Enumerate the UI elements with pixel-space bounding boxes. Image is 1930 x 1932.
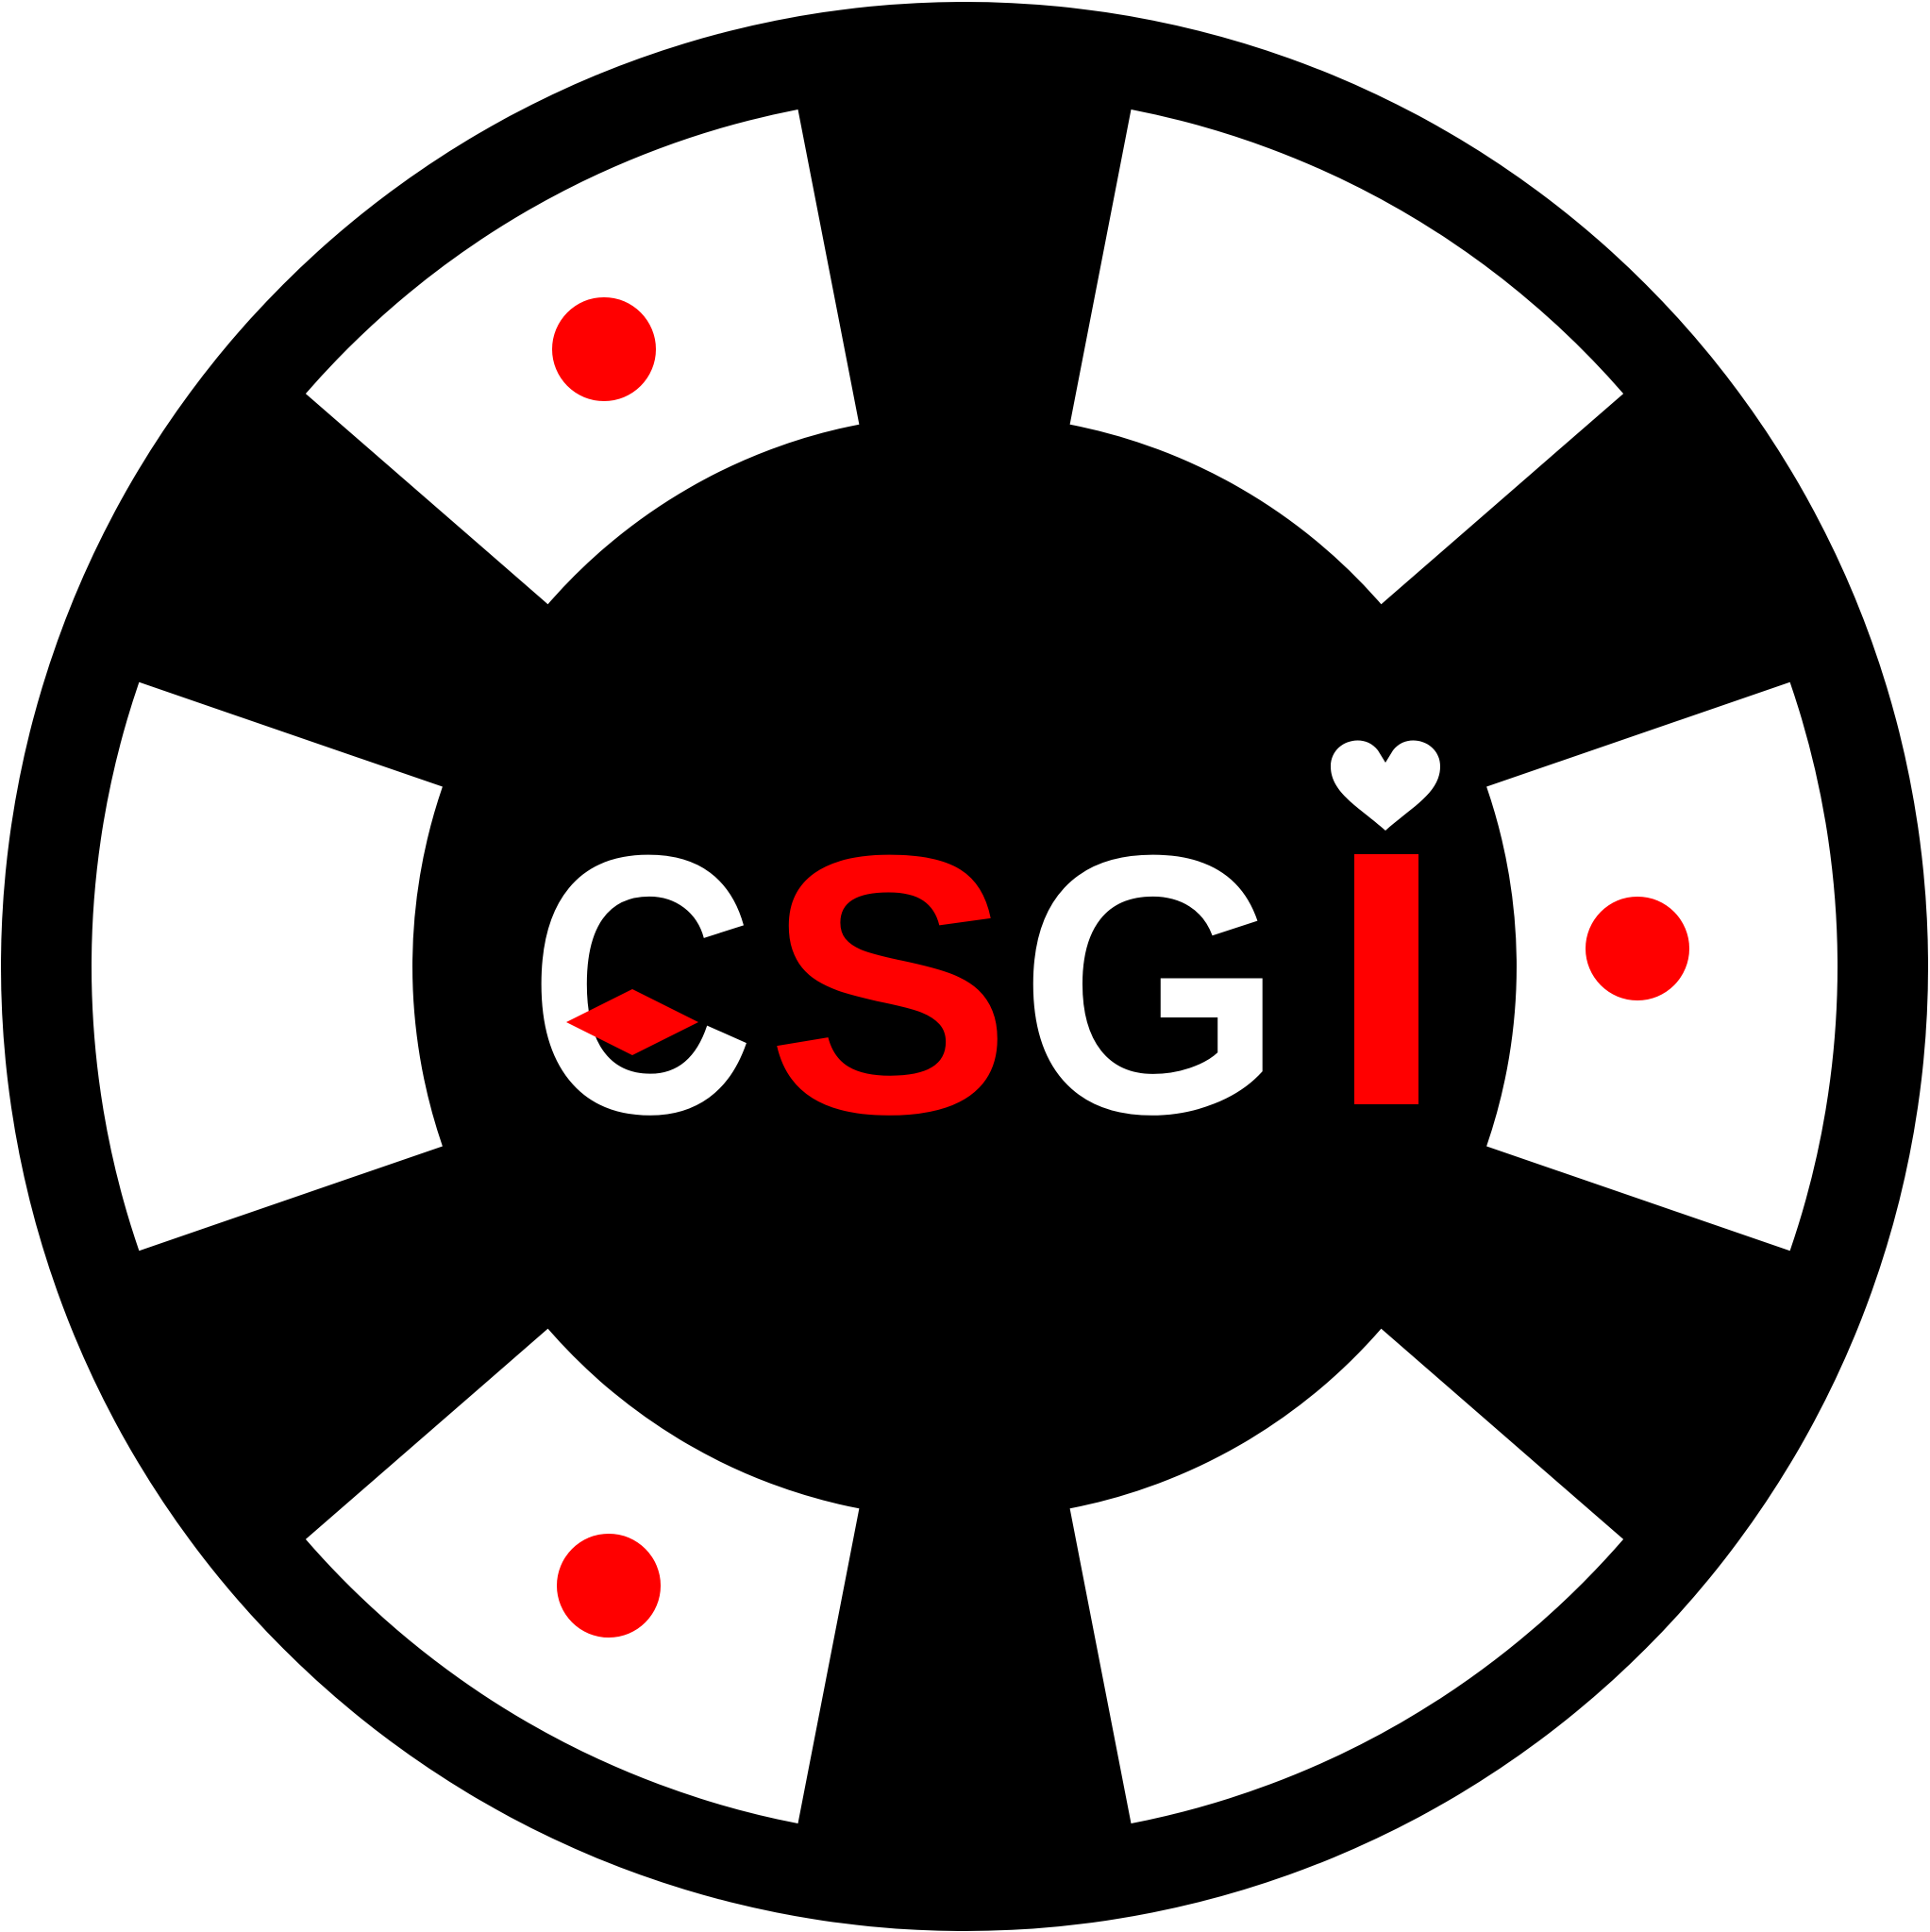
letter-i-stem <box>1354 854 1418 1104</box>
chip-dot <box>552 297 656 401</box>
diamond <box>566 989 698 1055</box>
chip-dot <box>557 1534 661 1638</box>
logo-letter: C <box>529 779 755 1190</box>
logo-letter: G <box>1019 779 1284 1190</box>
chip-segment <box>91 681 443 1252</box>
logo-letter: S <box>766 779 1012 1190</box>
chip-dot <box>1586 897 1689 1000</box>
chip-segment <box>1069 1328 1624 1823</box>
heart <box>1331 740 1440 831</box>
chip-segment <box>1069 109 1624 605</box>
